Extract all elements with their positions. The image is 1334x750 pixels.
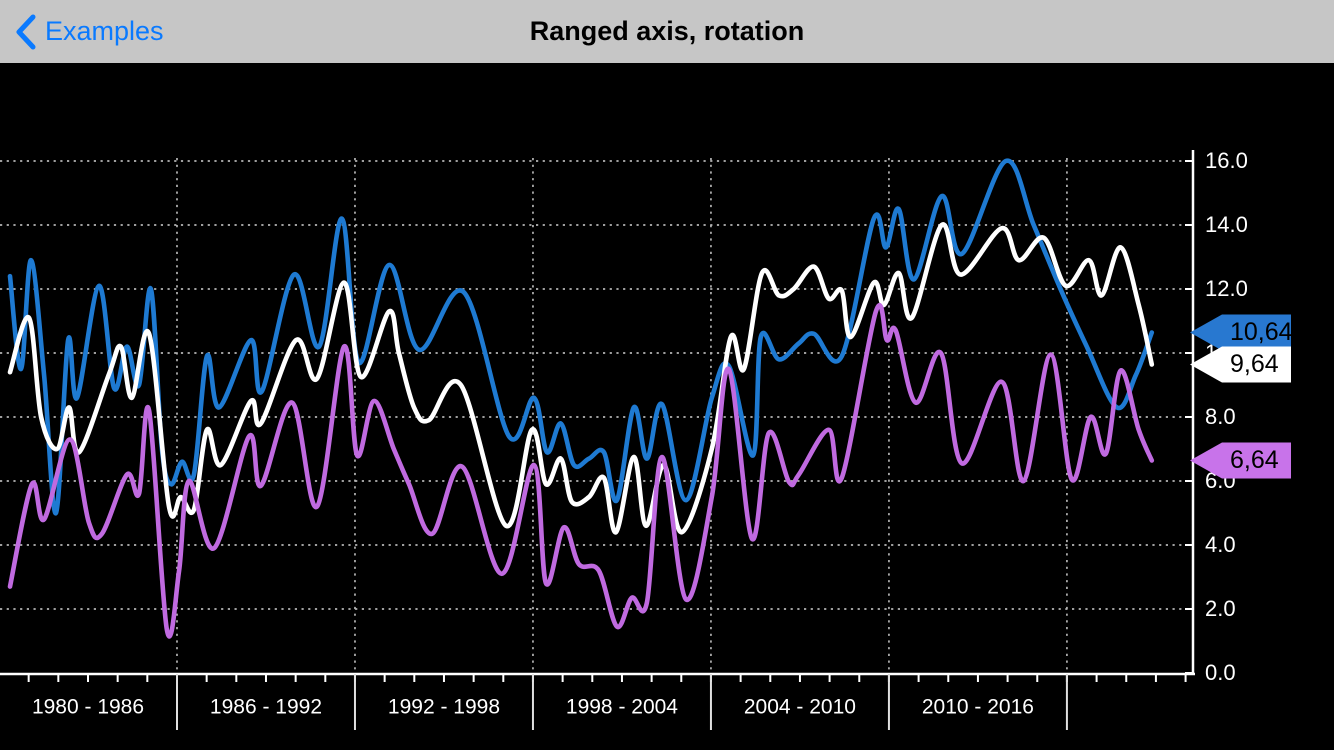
axis-marker-label: 6,64 bbox=[1230, 446, 1279, 474]
y-tick-label: 0.0 bbox=[1205, 660, 1236, 685]
axis-marker-blue bbox=[1190, 314, 1291, 351]
x-band-label: 1986 - 1992 bbox=[210, 696, 322, 719]
x-band-label: 1992 - 1998 bbox=[388, 696, 500, 719]
line-chart: 1980 - 1986 1986 - 1992 1992 - 1998 1998 - … bbox=[0, 148, 1293, 730]
x-band-label: 1998 - 2004 bbox=[566, 696, 678, 719]
chart-area: 1980 - 1986 1986 - 1992 1992 - 1998 1998 - … bbox=[0, 63, 1334, 750]
nav-bar: Examples Ranged axis, rotation bbox=[0, 0, 1334, 63]
axis-marker-label: 10,64 bbox=[1230, 318, 1293, 346]
chevron-left-icon bbox=[16, 14, 36, 49]
x-band-label: 1980 - 1986 bbox=[32, 696, 144, 719]
series-white-line bbox=[7, 222, 1155, 535]
x-band-label: 2004 - 2010 bbox=[744, 696, 856, 719]
y-tick-label: 12.0 bbox=[1205, 276, 1248, 301]
y-tick-label: 2.0 bbox=[1205, 596, 1236, 621]
axis-marker-purple bbox=[1190, 442, 1291, 479]
series-purple-line bbox=[7, 303, 1155, 639]
axis-marker-label: 9,64 bbox=[1230, 350, 1279, 378]
page-title: Ranged axis, rotation bbox=[529, 16, 805, 46]
back-button-label: Examples bbox=[45, 16, 164, 46]
y-tick-label: 8.0 bbox=[1205, 404, 1236, 429]
axis-marker-white bbox=[1190, 346, 1291, 383]
back-button[interactable]: Examples bbox=[14, 0, 164, 63]
y-tick-label: 16.0 bbox=[1205, 148, 1248, 173]
y-tick-label: 4.0 bbox=[1205, 532, 1236, 557]
y-tick-label: 14.0 bbox=[1205, 212, 1248, 237]
series-blue-line bbox=[7, 158, 1155, 516]
x-band-label: 2010 - 2016 bbox=[922, 696, 1034, 719]
